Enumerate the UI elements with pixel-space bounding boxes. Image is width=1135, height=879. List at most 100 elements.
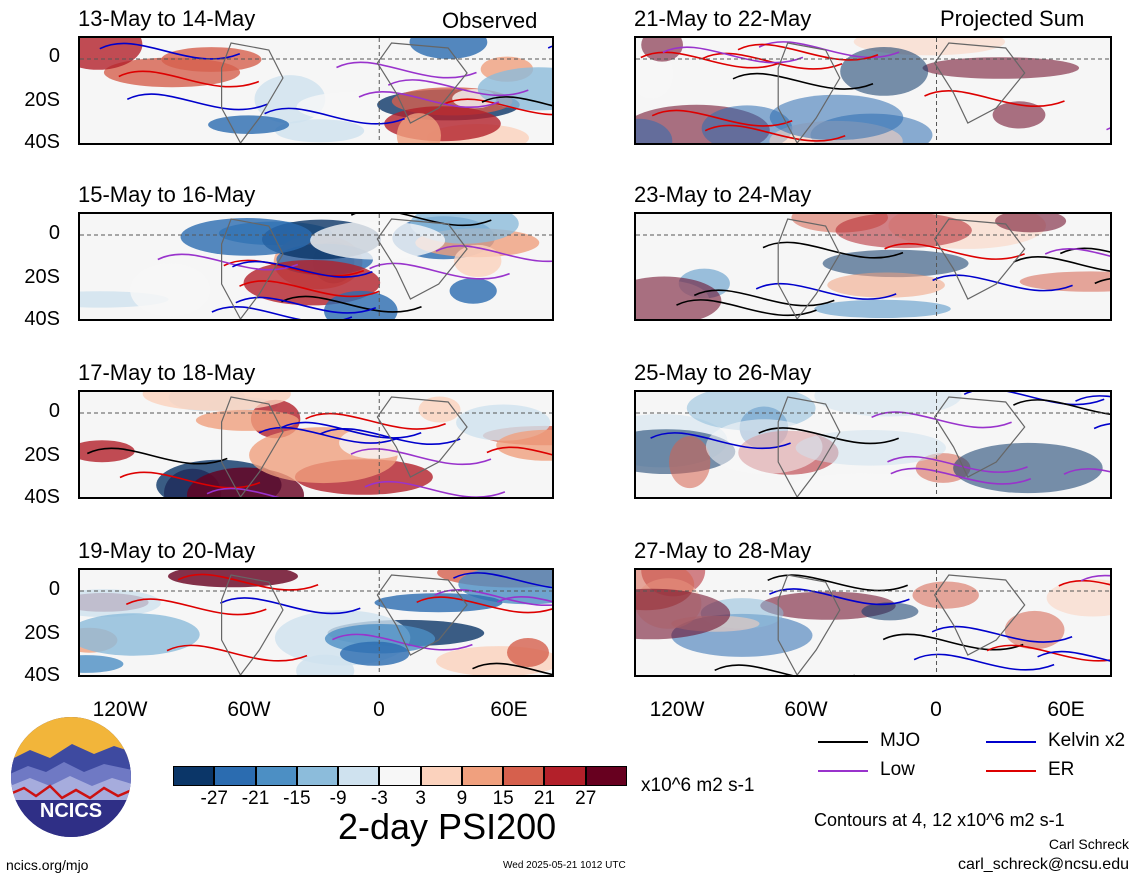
contour-line bbox=[662, 46, 804, 64]
colorbar-tick-label: 3 bbox=[415, 788, 426, 809]
contour-line bbox=[219, 597, 361, 615]
panel-6 bbox=[634, 212, 1112, 321]
contour-line bbox=[767, 574, 908, 592]
colorbar-swatch bbox=[544, 766, 586, 786]
contour-line bbox=[676, 299, 817, 316]
panel-map bbox=[80, 392, 552, 497]
africa-outline bbox=[933, 218, 1026, 300]
south-america-outline bbox=[777, 42, 841, 143]
legend-label: Low bbox=[880, 759, 915, 780]
colorbar-tick-label: 15 bbox=[492, 788, 514, 809]
ytick-0-p1: 0 bbox=[48, 45, 60, 67]
contour-line bbox=[486, 446, 552, 456]
field-blob bbox=[769, 94, 904, 141]
panel-title-2: 15-May to 16-May bbox=[78, 182, 256, 207]
contour-line bbox=[177, 573, 319, 591]
contour-line bbox=[281, 295, 422, 313]
field-blob bbox=[80, 655, 124, 673]
contour-line bbox=[769, 588, 910, 606]
contour-line bbox=[305, 412, 446, 430]
panel-map bbox=[80, 214, 552, 319]
field-blob bbox=[449, 278, 497, 304]
panel-3 bbox=[78, 390, 554, 499]
field-blob bbox=[705, 419, 823, 475]
field-blob bbox=[636, 118, 673, 143]
contour-line bbox=[416, 596, 552, 614]
field-blob bbox=[80, 440, 135, 463]
colorbar-ticks: -27 -21 -15 -9 -3 3 9 15 21 27 bbox=[173, 786, 627, 810]
colorbar-tick-label: 9 bbox=[456, 788, 468, 809]
colorbar-swatch bbox=[461, 766, 504, 786]
legend: MJO Kelvin x2 Low ER bbox=[818, 730, 1134, 790]
xtick-60w-left: 60W bbox=[227, 698, 271, 721]
contour-line bbox=[913, 653, 1055, 671]
contour-line bbox=[369, 262, 510, 280]
legend-line bbox=[986, 741, 1036, 743]
contour-line bbox=[358, 91, 500, 108]
contour-line bbox=[435, 245, 552, 262]
panel-map bbox=[636, 570, 1110, 675]
field-blob bbox=[636, 276, 722, 319]
xtick-0-right: 0 bbox=[930, 698, 942, 721]
panel-label-projected: Projected Sum bbox=[940, 6, 1085, 31]
field-blob bbox=[324, 290, 398, 319]
contour-line bbox=[119, 471, 261, 489]
field-blob bbox=[814, 299, 951, 318]
contour-line bbox=[1080, 574, 1110, 582]
ytick-40s-p4: 40S bbox=[24, 664, 60, 686]
xtick-120w-right: 120W bbox=[649, 698, 705, 721]
field-blob bbox=[80, 613, 200, 656]
author: Carl Schreck bbox=[1048, 836, 1129, 852]
field-blob bbox=[861, 602, 919, 621]
panel-5 bbox=[634, 36, 1112, 145]
colorbar-swatch bbox=[255, 766, 297, 786]
ytick-0-p4: 0 bbox=[48, 578, 60, 600]
contour-line bbox=[732, 72, 874, 90]
colorbar-tick-label: 21 bbox=[533, 788, 556, 809]
field-blob bbox=[1046, 579, 1110, 617]
field-blob bbox=[669, 436, 711, 489]
south-america-outline bbox=[777, 218, 841, 319]
africa-outline bbox=[376, 42, 468, 124]
ncics-logo: NCICS bbox=[10, 716, 132, 838]
ytick-0-p3: 0 bbox=[48, 400, 60, 422]
field-blob bbox=[454, 244, 502, 278]
contour-line bbox=[650, 432, 791, 449]
colorbar-swatch bbox=[173, 766, 215, 786]
contour-line bbox=[481, 96, 552, 107]
contour-line bbox=[166, 644, 308, 662]
contour-line bbox=[258, 426, 400, 444]
field-blob bbox=[142, 392, 291, 411]
panel-map bbox=[80, 570, 552, 675]
main-title: 2-day PSI200 bbox=[338, 806, 557, 847]
africa-outline bbox=[376, 218, 468, 300]
ytick-40s-p1: 40S bbox=[24, 131, 60, 153]
site-link[interactable]: ncics.org/mjo bbox=[6, 857, 89, 873]
panel-title-5: 21-May to 22-May bbox=[634, 6, 812, 31]
contour-line bbox=[264, 107, 405, 125]
contours-note: Contours at 4, 12 x10^6 m2 s-1 bbox=[814, 810, 1065, 830]
panel-map bbox=[636, 38, 1110, 143]
legend-line bbox=[818, 770, 868, 772]
south-america-outline bbox=[777, 396, 841, 497]
ytick-40s-p3: 40S bbox=[24, 486, 60, 508]
panel-4 bbox=[78, 568, 554, 677]
colorbar-swatch bbox=[214, 766, 256, 786]
ytick-20s-p2: 20S bbox=[24, 266, 60, 288]
south-america-outline bbox=[221, 42, 284, 143]
panel-map bbox=[80, 38, 552, 143]
colorbar-swatch bbox=[379, 766, 421, 786]
colorbar-tick-label: -9 bbox=[329, 788, 347, 809]
contour-line bbox=[986, 644, 1110, 662]
email: carl_schreck@ncsu.edu bbox=[958, 856, 1129, 873]
field-blob bbox=[208, 115, 290, 134]
colorbar-tick-label: -21 bbox=[241, 788, 270, 809]
ytick-20s-p4: 20S bbox=[24, 622, 60, 644]
field-blob bbox=[396, 113, 441, 143]
field-blob bbox=[418, 396, 461, 423]
field-blob bbox=[496, 429, 552, 461]
field-blob bbox=[296, 654, 355, 675]
contour-line bbox=[126, 93, 268, 111]
contour-line bbox=[319, 428, 461, 445]
contour-line bbox=[1094, 278, 1110, 285]
